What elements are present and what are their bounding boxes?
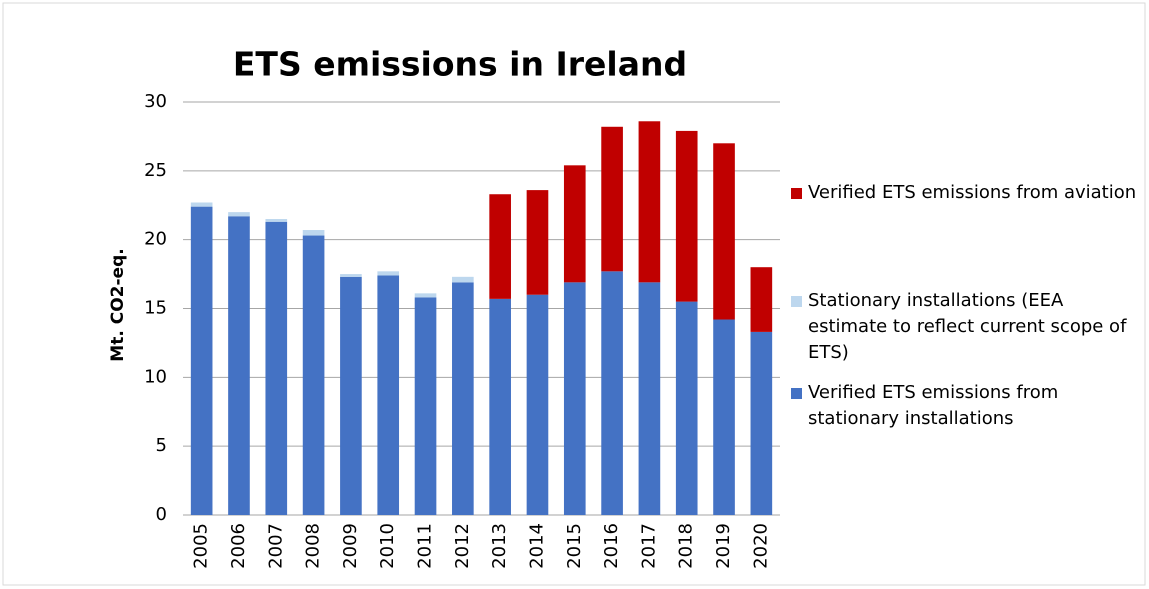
bar-segment: [265, 221, 288, 515]
bar-segment: [638, 121, 661, 283]
bar-segment: [526, 190, 549, 295]
x-tick-label: 2018: [676, 523, 697, 569]
legend-label: Verified ETS emissions from stationary i…: [808, 382, 1059, 429]
bar-segment: [190, 206, 213, 516]
y-tick-label: 20: [144, 229, 167, 250]
chart-title: ETS emissions in Ireland: [233, 45, 687, 84]
y-tick-label: 5: [156, 435, 167, 456]
legend-label: Stationary installations (EEA estimate t…: [808, 290, 1127, 363]
x-tick-label: 2010: [377, 523, 398, 569]
bar-segment: [601, 271, 623, 515]
bar-segment: [228, 216, 250, 515]
bar-segment: [563, 165, 586, 283]
bar-segment: [750, 267, 773, 332]
bar-segment: [228, 212, 250, 217]
x-tick-label: 2009: [340, 523, 361, 569]
x-tick-label: 2008: [303, 523, 324, 569]
bar-segment: [190, 202, 213, 207]
x-tick-label: 2013: [489, 523, 510, 569]
x-tick-label: 2016: [601, 523, 622, 569]
x-tick-label: 2011: [415, 523, 436, 569]
bar-segment: [265, 219, 288, 222]
bar-segment: [675, 130, 698, 302]
y-axis-label: Mt. CO2-eq.: [108, 248, 128, 361]
y-tick-label: 30: [144, 91, 167, 112]
bar-segment: [713, 319, 735, 515]
legend-swatch: [791, 296, 802, 307]
bar-segment: [452, 282, 474, 515]
x-tick-label: 2019: [713, 523, 734, 569]
x-tick-label: 2014: [526, 523, 547, 569]
x-tick-label: 2006: [228, 523, 249, 569]
x-tick-label: 2015: [564, 523, 585, 569]
bar-segment: [638, 282, 661, 515]
bar-segment: [340, 274, 362, 277]
bar-segment: [414, 293, 437, 298]
x-tick-label: 2007: [265, 523, 286, 569]
bar-segment: [563, 282, 586, 515]
legend-swatch: [791, 188, 802, 199]
bar-segment: [377, 271, 400, 276]
x-tick-label: 2012: [452, 523, 473, 569]
bar-segment: [489, 298, 511, 515]
bar-segment: [414, 297, 437, 515]
bar-segment: [377, 275, 400, 515]
x-tick-label: 2020: [750, 523, 771, 569]
bar-segment: [489, 194, 511, 299]
bar-segment: [302, 230, 325, 236]
y-tick-label: 25: [144, 160, 167, 181]
x-tick-label: 2005: [191, 523, 212, 569]
bar-segment: [750, 331, 773, 515]
legend-label: Verified ETS emissions from aviation: [808, 182, 1137, 203]
y-tick-label: 15: [144, 298, 167, 319]
bar-segment: [452, 276, 474, 283]
bar-segment: [675, 301, 698, 515]
bar-segment: [340, 276, 362, 515]
y-tick-label: 0: [156, 504, 167, 525]
y-tick-label: 10: [144, 366, 167, 387]
x-tick-label: 2017: [638, 523, 659, 569]
bar-segment: [526, 294, 549, 515]
bar-segment: [713, 143, 735, 320]
bar-segment: [302, 235, 325, 515]
bar-segment: [601, 126, 623, 272]
legend-swatch: [791, 388, 802, 399]
